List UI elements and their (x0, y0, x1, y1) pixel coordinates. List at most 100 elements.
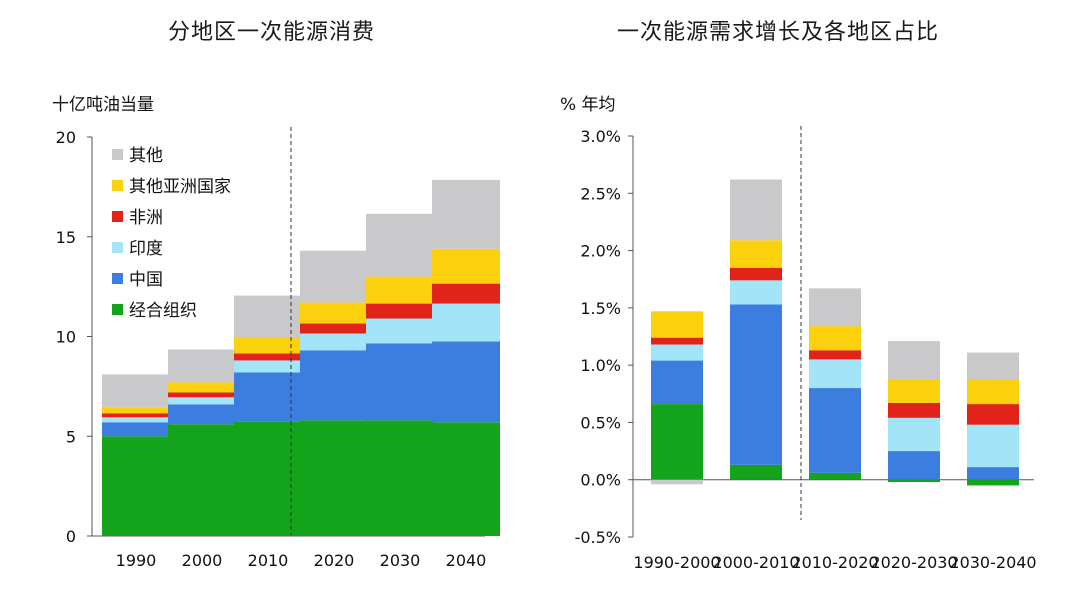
right-y-tick-label: 1.5% (580, 299, 621, 318)
right-y-tick-label: 3.0% (580, 127, 621, 146)
left-chart-title: 分地区一次能源消费 (168, 20, 376, 45)
legend-swatch-非洲 (112, 211, 123, 222)
left-bar-2020-非洲 (300, 323, 368, 334)
right-y-tick-label: 2.0% (580, 242, 621, 261)
right-bar-2020-2030-经合组织 (888, 479, 940, 483)
left-bar-2010-经合组织 (234, 421, 302, 536)
left-bar-2010-印度 (234, 360, 302, 373)
right-bar-2030-2040-其他 (967, 352, 1019, 381)
left-y-tick-label: 0 (66, 527, 76, 546)
right-y-tick-label: 0.0% (580, 471, 621, 490)
legend-swatch-经合组织 (112, 304, 123, 315)
left-bar-2030-非洲 (366, 303, 434, 319)
right-chart-title: 一次能源需求增长及各地区占比 (617, 20, 940, 45)
left-bar-2030-印度 (366, 318, 434, 344)
right-bar-2020-2030-印度 (888, 417, 940, 452)
right-bar-2030-2040-其他亚洲国家 (967, 380, 1019, 405)
right-bar-2010-2020-其他亚洲国家 (809, 326, 861, 351)
right-bar-2020-2030-其他亚洲国家 (888, 378, 940, 403)
left-bar-2020-其他亚洲国家 (300, 302, 368, 324)
left-bar-1990-印度 (102, 417, 170, 423)
right-bar-2010-2020-经合组织 (809, 472, 861, 480)
legend-label-非洲: 非洲 (129, 208, 163, 228)
right-bar-1990-2000-印度 (651, 344, 703, 361)
left-y-tick-label: 15 (56, 228, 76, 247)
right-bar-2000-2010-非洲 (730, 267, 782, 281)
left-x-tick-label: 1990 (116, 551, 157, 570)
right-bar-2000-2010-印度 (730, 280, 782, 305)
right-bar-2000-2010-经合组织 (730, 464, 782, 480)
left-bar-2010-非洲 (234, 353, 302, 361)
left-bar-1990-其他亚洲国家 (102, 407, 170, 414)
right-y-axis-label: % 年均 (560, 95, 616, 115)
right-bar-1990-2000-中国 (651, 360, 703, 405)
left-bar-1990-经合组织 (102, 436, 170, 536)
left-y-tick-label: 5 (66, 427, 76, 446)
right-bar-2010-2020-中国 (809, 388, 861, 473)
left-bar-2020-其他 (300, 250, 368, 303)
right-y-tick-label: -0.5% (575, 528, 621, 547)
left-bar-2030-其他亚洲国家 (366, 276, 434, 304)
right-bar-2000-2010-中国 (730, 304, 782, 465)
left-bar-2040-中国 (432, 341, 500, 423)
right-bar-2030-2040-中国 (967, 467, 1019, 480)
left-bar-2020-印度 (300, 333, 368, 351)
left-x-tick-label: 2010 (248, 551, 289, 570)
right-x-tick-label: 2030-2040 (949, 553, 1036, 572)
right-y-tick-label: 1.0% (580, 356, 621, 375)
left-bar-2030-中国 (366, 343, 434, 421)
left-bar-2010-其他 (234, 295, 302, 338)
left-bar-2000-中国 (168, 404, 236, 425)
left-bar-2000-其他 (168, 349, 236, 383)
right-bar-1990-2000-其他 (651, 479, 703, 485)
right-bar-2020-2030-中国 (888, 451, 940, 480)
left-bar-2040-经合组织 (432, 422, 500, 536)
left-bar-2010-中国 (234, 372, 302, 422)
left-bar-2040-印度 (432, 303, 500, 342)
left-bar-2010-其他亚洲国家 (234, 337, 302, 354)
left-bar-2000-经合组织 (168, 424, 236, 536)
right-bar-2030-2040-非洲 (967, 404, 1019, 425)
left-bar-1990-非洲 (102, 413, 170, 418)
right-x-tick-label: 1990-2000 (633, 553, 720, 572)
legend-label-经合组织: 经合组织 (129, 301, 197, 321)
right-y-tick-label: 2.5% (580, 184, 621, 203)
left-x-tick-label: 2040 (446, 551, 487, 570)
legend-swatch-中国 (112, 273, 123, 284)
legend-swatch-其他 (112, 149, 123, 160)
legend-swatch-其他亚洲国家 (112, 180, 123, 191)
left-bar-2030-其他 (366, 213, 434, 277)
left-bar-1990-中国 (102, 422, 170, 437)
left-y-axis-label: 十亿吨油当量 (52, 95, 154, 115)
right-bar-2000-2010-其他亚洲国家 (730, 240, 782, 268)
right-x-tick-label: 2020-2030 (870, 553, 957, 572)
left-bar-2020-经合组织 (300, 420, 368, 536)
left-y-tick-label: 20 (56, 128, 76, 147)
left-bar-2040-其他 (432, 179, 500, 249)
right-bar-2020-2030-非洲 (888, 402, 940, 418)
legend-label-其他: 其他 (129, 146, 163, 166)
right-bar-2030-2040-经合组织 (967, 479, 1019, 486)
right-bar-2010-2020-非洲 (809, 350, 861, 360)
right-bar-2010-2020-印度 (809, 359, 861, 389)
legend-label-印度: 印度 (129, 239, 163, 259)
legend-label-中国: 中国 (129, 270, 163, 290)
right-x-tick-label: 2010-2020 (791, 553, 878, 572)
right-bar-2020-2030-其他 (888, 341, 940, 379)
left-x-tick-label: 2000 (182, 551, 223, 570)
right-bar-1990-2000-非洲 (651, 337, 703, 345)
legend-label-其他亚洲国家: 其他亚洲国家 (129, 177, 231, 197)
left-bar-2040-非洲 (432, 283, 500, 304)
left-bar-2000-其他亚洲国家 (168, 382, 236, 393)
legend-swatch-印度 (112, 242, 123, 253)
left-x-tick-label: 2020 (314, 551, 355, 570)
left-bar-2030-经合组织 (366, 420, 434, 536)
right-bar-2000-2010-其他 (730, 179, 782, 241)
left-bar-2000-非洲 (168, 392, 236, 398)
left-y-tick-label: 10 (56, 328, 76, 347)
right-bar-1990-2000-其他亚洲国家 (651, 311, 703, 338)
left-bar-2020-中国 (300, 350, 368, 421)
left-bar-2040-其他亚洲国家 (432, 248, 500, 284)
right-x-tick-label: 2000-2010 (712, 553, 799, 572)
